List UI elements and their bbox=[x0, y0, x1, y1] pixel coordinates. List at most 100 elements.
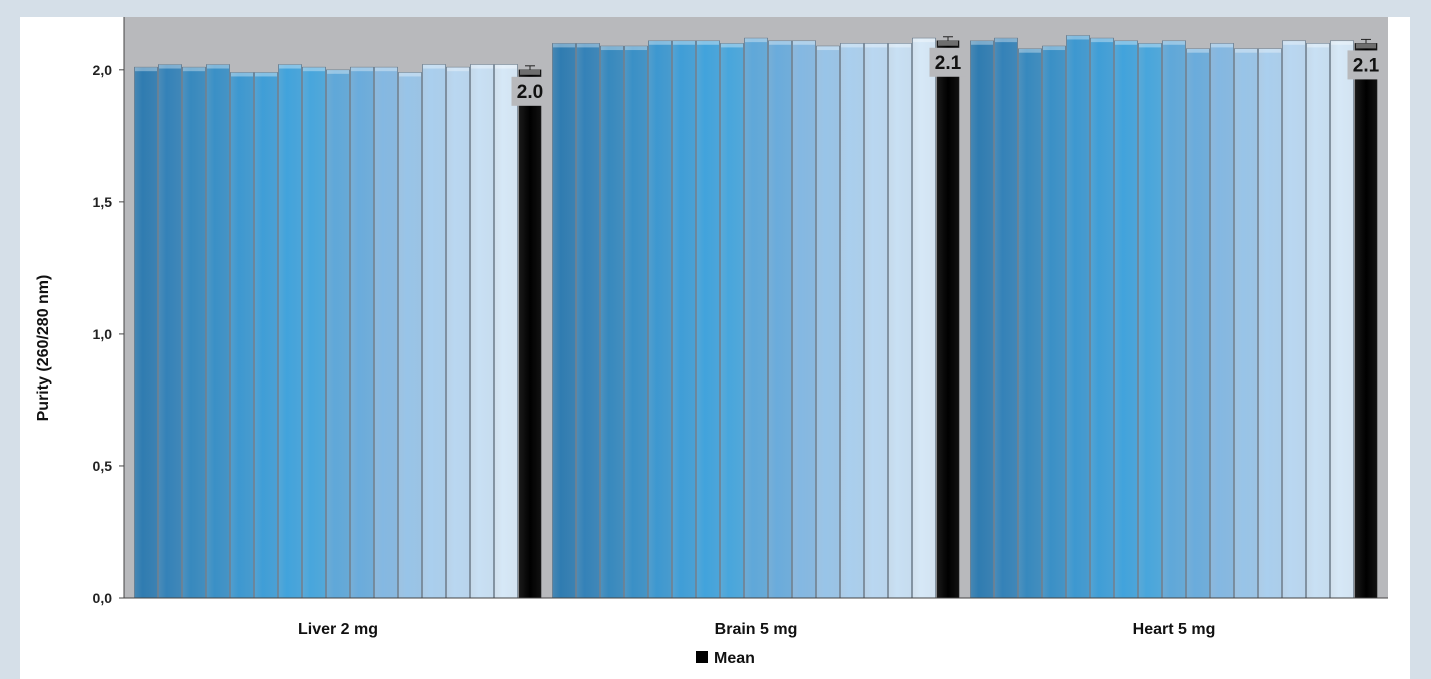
legend: Mean bbox=[696, 650, 755, 667]
bar-top-highlight bbox=[769, 40, 791, 45]
bar bbox=[744, 37, 768, 599]
bar-top-highlight bbox=[327, 69, 349, 74]
bar bbox=[600, 45, 624, 599]
y-tick-label: 1,5 bbox=[93, 194, 113, 210]
mean-label-box bbox=[511, 76, 549, 106]
bar-top-highlight bbox=[817, 46, 839, 51]
bar bbox=[1210, 43, 1234, 599]
bar-top-highlight bbox=[577, 43, 599, 48]
mean-bar-cap bbox=[938, 40, 958, 46]
mean-bar-cap bbox=[1356, 43, 1376, 49]
bar-top-highlight bbox=[207, 64, 229, 69]
bar-top-highlight bbox=[231, 72, 253, 77]
bar bbox=[648, 40, 672, 599]
bar-top-highlight bbox=[1307, 43, 1329, 48]
bar-top-highlight bbox=[159, 64, 181, 69]
bar bbox=[888, 43, 912, 599]
bar-top-highlight bbox=[1187, 48, 1209, 53]
bar bbox=[398, 72, 422, 599]
legend-swatch-mean bbox=[696, 651, 708, 663]
bar bbox=[1186, 48, 1210, 599]
bar bbox=[1282, 40, 1306, 599]
bar-top-highlight bbox=[1331, 40, 1353, 45]
bar bbox=[768, 40, 792, 599]
bar-top-highlight bbox=[995, 38, 1017, 43]
mean-value-label: 2.1 bbox=[935, 53, 962, 74]
bar-top-highlight bbox=[1019, 48, 1041, 53]
x-category-label: Brain 5 mg bbox=[715, 621, 798, 638]
legend-label-mean: Mean bbox=[714, 650, 755, 667]
bar bbox=[720, 43, 744, 599]
bar bbox=[1018, 48, 1042, 599]
bar bbox=[816, 45, 840, 599]
bar bbox=[470, 64, 494, 599]
bar bbox=[326, 69, 350, 599]
y-tick-label: 2,0 bbox=[93, 62, 113, 78]
mean-bar-cap bbox=[520, 69, 540, 75]
bar-top-highlight bbox=[303, 67, 325, 72]
bar-top-highlight bbox=[1067, 35, 1089, 40]
bar bbox=[576, 43, 600, 599]
mean-label-box bbox=[1347, 50, 1385, 80]
bar bbox=[1234, 48, 1258, 599]
bar-group-1: 2.0 Liver 2 mg bbox=[134, 64, 549, 638]
mean-bar bbox=[518, 69, 542, 599]
bar bbox=[278, 64, 302, 599]
bar-top-highlight bbox=[279, 64, 301, 69]
bar-top-highlight bbox=[1211, 43, 1233, 48]
bar-top-highlight bbox=[601, 46, 623, 51]
bar-top-highlight bbox=[255, 72, 277, 77]
mean-bar bbox=[936, 40, 960, 599]
bar-top-highlight bbox=[183, 67, 205, 72]
bar bbox=[230, 72, 254, 599]
bar bbox=[994, 37, 1018, 599]
bar bbox=[302, 66, 326, 599]
bar bbox=[970, 40, 994, 599]
y-tick-label: 0,0 bbox=[93, 590, 113, 606]
bar bbox=[1090, 37, 1114, 599]
x-category-label: Liver 2 mg bbox=[298, 621, 378, 638]
bar bbox=[350, 66, 374, 599]
bar bbox=[182, 66, 206, 599]
bar bbox=[374, 66, 398, 599]
bar-top-highlight bbox=[447, 67, 469, 72]
y-tick-label: 1,0 bbox=[93, 326, 113, 342]
bar bbox=[1042, 45, 1066, 599]
bar-top-highlight bbox=[841, 43, 863, 48]
bar-top-highlight bbox=[673, 40, 695, 45]
bar-top-highlight bbox=[553, 43, 575, 48]
bar-top-highlight bbox=[399, 72, 421, 77]
bar-top-highlight bbox=[495, 64, 517, 69]
bar-top-highlight bbox=[375, 67, 397, 72]
bar-top-highlight bbox=[1043, 46, 1065, 51]
bar-group-3: 2.1 Heart 5 mg bbox=[970, 35, 1385, 638]
bar bbox=[840, 43, 864, 599]
mean-value-label: 2.0 bbox=[517, 82, 543, 103]
bar bbox=[494, 64, 518, 599]
bar bbox=[446, 66, 470, 599]
chart-frame: 2.0 Liver 2 mg 2.1 Brain 5 mg 2.1 Heart 5 mg … bbox=[20, 17, 1410, 679]
bar bbox=[1138, 43, 1162, 599]
bar bbox=[624, 45, 648, 599]
bar-top-highlight bbox=[889, 43, 911, 48]
bar bbox=[422, 64, 446, 599]
bar-top-highlight bbox=[971, 40, 993, 45]
bar bbox=[1330, 40, 1354, 599]
bar bbox=[696, 40, 720, 599]
mean-value-label: 2.1 bbox=[1353, 55, 1380, 76]
bar bbox=[134, 66, 158, 599]
mean-bar bbox=[1354, 43, 1378, 599]
mean-label-box bbox=[929, 47, 967, 77]
bar bbox=[206, 64, 230, 599]
bar-top-highlight bbox=[913, 38, 935, 43]
bar-top-highlight bbox=[625, 46, 647, 51]
bar-top-highlight bbox=[423, 64, 445, 69]
bar-group-2: 2.1 Brain 5 mg bbox=[552, 36, 967, 638]
bar-top-highlight bbox=[745, 38, 767, 43]
bar bbox=[672, 40, 696, 599]
y-axis-title: Purity (260/280 nm) bbox=[35, 275, 52, 422]
bar-top-highlight bbox=[471, 64, 493, 69]
bar-top-highlight bbox=[1235, 48, 1257, 53]
bar-top-highlight bbox=[649, 40, 671, 45]
x-category-label: Heart 5 mg bbox=[1133, 621, 1216, 638]
